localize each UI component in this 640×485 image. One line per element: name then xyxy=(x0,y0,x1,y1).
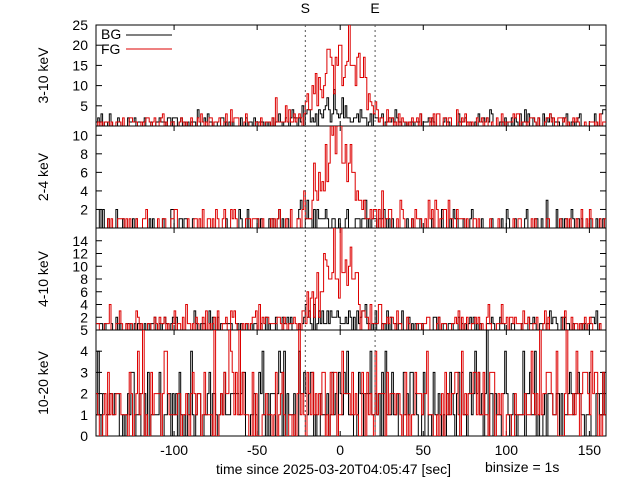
y-tick-label: 14 xyxy=(72,233,88,249)
y-axis-label: 3-10 keV xyxy=(35,47,51,104)
legend-label-bg: BG xyxy=(101,26,121,42)
series-bg xyxy=(96,330,606,436)
y-tick-label: 5 xyxy=(80,98,88,114)
panel-frame xyxy=(95,227,607,331)
y-tick-label: 10 xyxy=(72,78,88,94)
binsize-label: binsize = 1s xyxy=(485,459,559,475)
legend-label-fg: FG xyxy=(101,41,120,57)
y-axis-label: 4-10 keV xyxy=(35,250,51,307)
series-fg xyxy=(96,25,606,126)
panel-4: 10-20 keV 0 1 2 3 4 5 -100 -50 0 50 100 150 xyxy=(35,322,607,458)
series-fg xyxy=(96,228,606,330)
y-tick-label: 5 xyxy=(80,322,88,338)
x-axis-label: time since 2025-03-20T04:05:47 [sec] xyxy=(216,461,451,477)
y-tick-label: 8 xyxy=(80,146,88,162)
y-tick-label: 6 xyxy=(80,284,88,300)
x-tick-label: 0 xyxy=(336,442,344,458)
y-tick-label: 1 xyxy=(80,407,88,423)
y-tick-label: 3 xyxy=(80,364,88,380)
y-tick-label: 12 xyxy=(72,246,88,262)
series-fg xyxy=(96,126,606,228)
y-tick-label: 4 xyxy=(80,183,88,199)
y-tick-label: 10 xyxy=(72,127,88,143)
panel-frame xyxy=(95,125,607,229)
marker-label-e: E xyxy=(370,0,379,16)
y-axis-label: 10-20 keV xyxy=(35,350,51,414)
y-tick-label: 4 xyxy=(80,343,88,359)
x-tick-label: -50 xyxy=(247,442,267,458)
y-tick-label: 2 xyxy=(80,309,88,325)
series-bg xyxy=(96,199,606,228)
x-tick-label: 150 xyxy=(578,442,602,458)
x-tick-label: 50 xyxy=(415,442,431,458)
y-tick-label: 4 xyxy=(80,297,88,313)
y-tick-label: 25 xyxy=(72,17,88,33)
y-tick-label: 8 xyxy=(80,271,88,287)
y-tick-label: 20 xyxy=(72,37,88,53)
series-fg xyxy=(96,330,606,436)
y-tick-label: 2 xyxy=(80,201,88,217)
x-tick-label: 100 xyxy=(495,442,519,458)
panel-frame xyxy=(95,24,607,127)
y-tick-label: 10 xyxy=(72,258,88,274)
y-axis-label: 2-4 keV xyxy=(35,152,51,201)
panel-frame xyxy=(95,329,607,437)
y-tick-label: 2 xyxy=(80,386,88,402)
legend: BG FG xyxy=(101,26,172,57)
marker-label-s: S xyxy=(301,0,310,16)
panel-2: 2-4 keV 2 4 6 8 10 xyxy=(35,125,607,229)
y-tick-label: 0 xyxy=(80,428,88,444)
x-tick-label: -100 xyxy=(160,442,188,458)
y-tick-label: 6 xyxy=(80,164,88,180)
y-tick-label: 15 xyxy=(72,57,88,73)
